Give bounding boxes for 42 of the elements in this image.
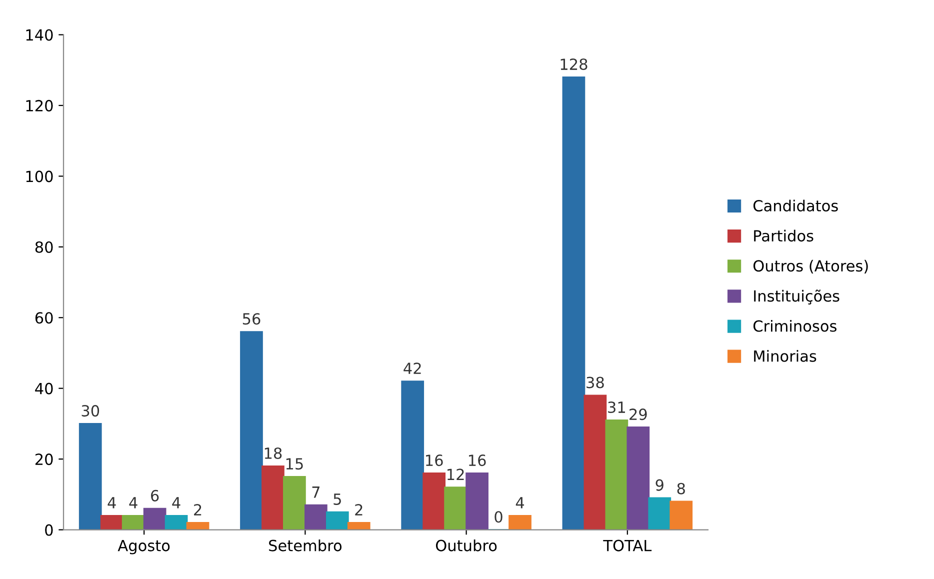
data-label: 42 bbox=[404, 362, 421, 374]
data-label: 18 bbox=[264, 447, 282, 460]
data-label: 6 bbox=[151, 490, 159, 502]
data-label: 12 bbox=[448, 468, 464, 480]
y-tick-label: 100 bbox=[26, 170, 53, 182]
data-label: 5 bbox=[334, 494, 341, 505]
data-label: 16 bbox=[426, 454, 443, 466]
data-label: 2 bbox=[194, 504, 202, 516]
x-tick-label: Setembro bbox=[269, 540, 342, 552]
legend-label: Candidatos bbox=[753, 200, 838, 212]
legend-label: Instituições bbox=[754, 290, 840, 304]
data-label: 38 bbox=[586, 376, 604, 388]
data-label: 2 bbox=[355, 504, 362, 516]
x-tick-label: Agosto bbox=[118, 540, 170, 554]
data-label: 4 bbox=[516, 497, 524, 508]
data-label: 4 bbox=[108, 497, 116, 508]
x-tick-label: TOTAL bbox=[603, 540, 652, 552]
y-tick-label: 60 bbox=[35, 312, 53, 324]
data-label: 56 bbox=[242, 313, 260, 325]
data-label: 7 bbox=[312, 486, 320, 498]
data-label: 8 bbox=[677, 482, 685, 494]
legend-label: Partidos bbox=[754, 230, 814, 242]
y-tick-label: 0 bbox=[45, 524, 53, 536]
data-label: 0 bbox=[494, 511, 502, 523]
y-tick-label: 40 bbox=[35, 382, 53, 394]
data-label: 29 bbox=[630, 408, 647, 420]
x-tick-label: Outubro bbox=[436, 540, 497, 552]
data-label: 30 bbox=[82, 405, 100, 417]
y-tick-label: 20 bbox=[35, 454, 53, 466]
y-tick-label: 80 bbox=[35, 241, 53, 253]
data-label: 31 bbox=[608, 401, 625, 414]
data-label: 15 bbox=[286, 458, 303, 470]
legend-label: Outros (Atores) bbox=[753, 260, 868, 274]
y-tick-label: 140 bbox=[26, 29, 53, 41]
data-label: 9 bbox=[656, 479, 664, 491]
data-label: 128 bbox=[560, 58, 588, 70]
legend-label: Minorias bbox=[754, 350, 816, 362]
legend-label: Criminosos bbox=[753, 320, 836, 332]
data-label: 16 bbox=[469, 454, 486, 466]
data-label: 4 bbox=[172, 497, 180, 508]
y-tick-label: 120 bbox=[26, 100, 53, 112]
data-label: 4 bbox=[129, 497, 138, 508]
